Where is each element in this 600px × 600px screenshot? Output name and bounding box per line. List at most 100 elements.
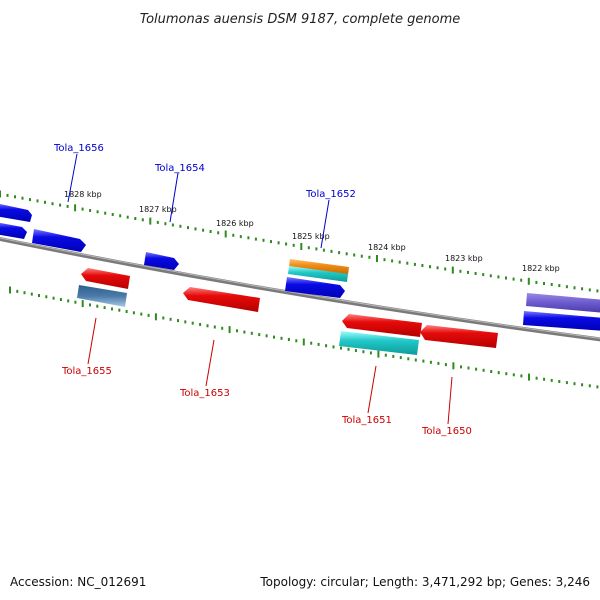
outer-ruler-minor-tick <box>239 235 242 239</box>
outer-ruler-minor-tick <box>489 274 492 278</box>
outer-ruler-major-tick <box>74 204 77 212</box>
ruler-label-1823: 1823 kbp <box>445 254 483 263</box>
inner-ruler-minor-tick <box>362 350 365 354</box>
outer-ruler-minor-tick <box>558 284 561 288</box>
inner-ruler-minor-tick <box>184 320 187 324</box>
outer-ruler-minor-tick <box>436 266 439 270</box>
outer-ruler-major-tick <box>527 277 530 285</box>
outer-ruler-minor-tick <box>588 288 591 292</box>
inner-ruler-minor-tick <box>169 317 172 321</box>
inner-ruler-minor-tick <box>475 367 478 371</box>
gene-cyan-1652-mid[interactable] <box>288 266 348 282</box>
outer-ruler-minor-tick <box>398 260 401 264</box>
outer-ruler-major-tick <box>376 255 378 262</box>
gene-tola-1656[interactable] <box>32 229 86 252</box>
inner-ruler-minor-tick <box>67 299 70 303</box>
genome-backbone <box>0 236 600 342</box>
inner-ruler-minor-tick <box>191 321 194 325</box>
outer-ruler-major-tick <box>0 190 1 198</box>
inner-ruler-minor-tick <box>581 383 584 387</box>
inner-ruler-minor-tick <box>243 330 246 334</box>
leader-tola-1650 <box>447 376 453 425</box>
outer-ruler-ticks <box>0 190 599 293</box>
genome-summary-text: Topology: circular; Length: 3,471,292 bp… <box>259 575 590 589</box>
accession-text: Accession: NC_012691 <box>10 575 146 589</box>
gene-tola-1655[interactable] <box>77 285 127 307</box>
inner-ruler-major-tick <box>452 362 455 370</box>
inner-ruler-minor-tick <box>384 353 387 357</box>
inner-ruler-minor-tick <box>565 381 568 385</box>
gene-label-tola-1656[interactable]: Tola_1656 <box>53 143 104 154</box>
inner-ruler-minor-tick <box>392 354 395 358</box>
inner-ruler-minor-tick <box>199 323 202 326</box>
inner-ruler-minor-tick <box>325 344 328 348</box>
outer-ruler-minor-tick <box>345 252 348 256</box>
inner-ruler-minor-tick <box>265 334 268 338</box>
outer-ruler-major-tick <box>451 266 454 274</box>
outer-ruler-minor-tick <box>194 227 197 231</box>
inner-ruler-minor-tick <box>573 382 576 386</box>
genome-backbone-highlight <box>0 237 600 339</box>
gene-tola-1650[interactable] <box>420 325 498 348</box>
gene-blue-offscreen-mid[interactable] <box>0 222 27 239</box>
ruler-label-1826: 1826 kbp <box>216 219 254 228</box>
leader-tola-1654 <box>169 172 179 223</box>
outer-ruler-minor-tick <box>292 243 295 247</box>
gene-label-tola-1652[interactable]: Tola_1652 <box>305 189 356 200</box>
outer-ruler-minor-tick <box>14 195 16 199</box>
outer-ruler-minor-tick <box>573 286 576 290</box>
outer-ruler-major-tick <box>224 230 227 238</box>
gene-label-tola-1650[interactable]: Tola_1650 <box>421 426 472 437</box>
inner-ruler-minor-tick <box>118 308 121 312</box>
inner-ruler-minor-tick <box>125 310 128 313</box>
gene-tola-1651[interactable] <box>339 331 419 355</box>
inner-ruler-minor-tick <box>96 304 99 308</box>
inner-ruler-minor-tick <box>558 380 561 383</box>
gene-tola-1655-red[interactable] <box>81 268 130 289</box>
outer-ruler-minor-tick <box>270 240 272 244</box>
outer-ruler-minor-tick <box>134 217 137 220</box>
outer-ruler-minor-tick <box>467 270 469 274</box>
gene-label-tola-1654[interactable]: Tola_1654 <box>154 163 205 174</box>
outer-ruler-minor-tick <box>315 247 318 251</box>
inner-ruler-minor-tick <box>103 306 106 310</box>
gene-label-tola-1655[interactable]: Tola_1655 <box>61 366 112 377</box>
inner-ruler-minor-tick <box>399 356 402 360</box>
ruler-label-1825: 1825 kbp <box>292 232 330 241</box>
gene-purple-right[interactable] <box>526 293 600 313</box>
inner-ruler-minor-tick <box>111 307 113 311</box>
ruler-label-1822: 1822 kbp <box>522 264 560 273</box>
inner-ruler-minor-tick <box>140 312 143 316</box>
gene-tola-1652[interactable] <box>285 277 345 298</box>
gene-blue-offscreen-top[interactable] <box>0 203 32 222</box>
gene-label-tola-1653[interactable]: Tola_1653 <box>179 388 230 399</box>
gene-label-tola-1651[interactable]: Tola_1651 <box>341 415 392 426</box>
outer-ruler-minor-tick <box>338 251 341 255</box>
gene-blue-right[interactable] <box>523 311 600 331</box>
outer-ruler-minor-tick <box>187 226 189 230</box>
outer-ruler-minor-tick <box>202 228 205 232</box>
inner-ruler-minor-tick <box>74 300 77 304</box>
outer-ruler-minor-tick <box>277 241 280 245</box>
inner-ruler-minor-tick <box>221 326 224 330</box>
outer-ruler-minor-tick <box>51 202 54 206</box>
inner-ruler-minor-tick <box>317 342 320 346</box>
gene-tola-1654[interactable] <box>144 252 179 270</box>
leader-tola-1655 <box>87 317 97 365</box>
outer-ruler-minor-tick <box>96 210 99 214</box>
outer-ruler-minor-tick <box>307 246 310 250</box>
inner-ruler-major-tick <box>81 300 84 308</box>
outer-ruler-minor-tick <box>209 230 212 233</box>
outer-ruler-minor-tick <box>119 214 122 218</box>
gene-tola-1651-red[interactable] <box>342 314 422 337</box>
outer-ruler-minor-tick <box>474 272 477 275</box>
gene-tola-1653[interactable] <box>183 287 260 312</box>
inner-ruler-major-tick <box>154 313 157 321</box>
inner-ruler-major-tick <box>377 350 380 358</box>
gene-orange-1652-top[interactable] <box>289 259 349 275</box>
inner-ruler-minor-tick <box>543 377 546 381</box>
outer-ruler-minor-tick <box>164 222 167 226</box>
outer-ruler-minor-tick <box>512 277 515 281</box>
outer-ruler-minor-tick <box>391 259 394 263</box>
